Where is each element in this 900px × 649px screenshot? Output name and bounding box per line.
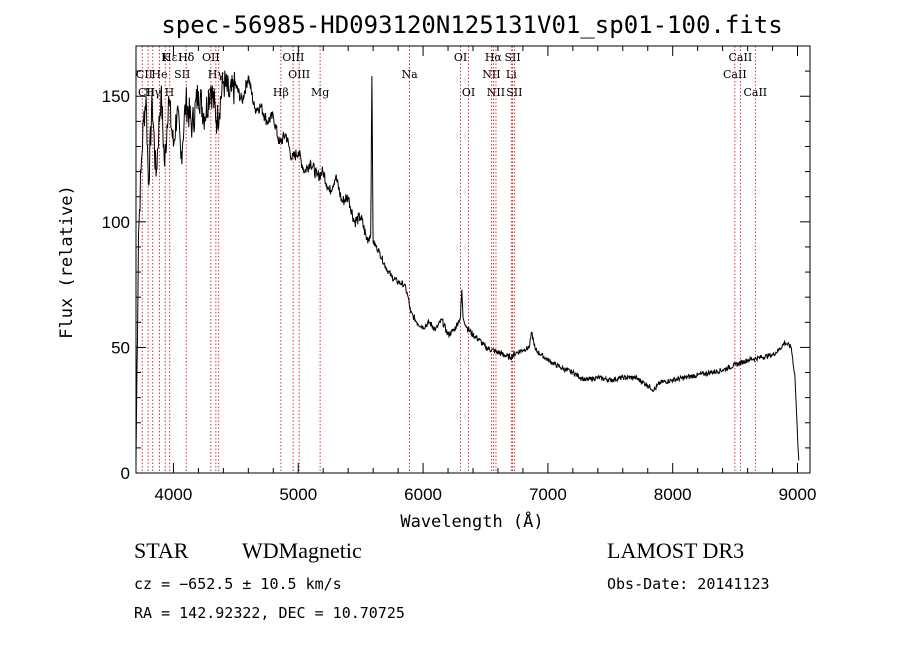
x-tick-label: 7000: [529, 485, 567, 504]
y-tick-label: 150: [102, 87, 130, 106]
x-tick-label: 8000: [654, 485, 692, 504]
spectral-line-markers: [141, 46, 756, 473]
marker-label-18: CaII: [723, 68, 747, 81]
marker-label-11: He: [151, 68, 167, 81]
marker-label-1: K: [161, 51, 170, 64]
marker-label-6: OI: [454, 51, 467, 64]
marker-label-14: OIII: [288, 68, 310, 81]
subclass-label: WDMagnetic: [242, 538, 362, 563]
flux-series: [135, 70, 800, 461]
marker-label-12: SII: [174, 68, 190, 81]
x-tick-label: 5000: [279, 485, 317, 504]
marker-label-0: Hδ: [178, 51, 195, 64]
marker-label-27: SII: [506, 86, 522, 99]
obs-date: Obs-Date: 20141123: [607, 575, 770, 593]
coordinates: RA = 142.92322, DEC = 10.70725: [134, 604, 405, 622]
redshift-line: cz = −652.5 ± 10.5 km/s: [134, 575, 342, 593]
marker-label-2: Hε: [162, 51, 178, 64]
marker-label-16: NII: [482, 68, 500, 81]
flux-line: [135, 70, 800, 461]
y-axis-ticks: 0 50 100 150: [102, 45, 810, 483]
marker-label-15: Na: [402, 68, 419, 81]
class-label: STAR: [134, 538, 189, 563]
marker-label-21: H: [165, 86, 175, 99]
marker-label-17: Li: [506, 68, 517, 81]
marker-label-7: Hα: [485, 51, 503, 64]
marker-label-25: OI: [462, 86, 475, 99]
y-tick-label: 100: [102, 213, 130, 232]
marker-label-24: Mg: [311, 86, 329, 99]
marker-label-23: Hβ: [273, 86, 289, 99]
marker-label-26: NII: [487, 86, 505, 99]
marker-label-20: Hγ: [145, 86, 162, 99]
y-axis-label: Flux (relative): [57, 185, 77, 339]
chart-title: spec-56985-HD093120N125131V01_sp01-100.f…: [161, 11, 782, 39]
x-tick-label: 9000: [779, 485, 817, 504]
x-axis-label: Wavelength (Å): [400, 510, 543, 532]
marker-label-13: Hγ: [208, 68, 225, 81]
survey-label: LAMOST DR3: [607, 538, 745, 563]
x-tick-label: 6000: [404, 485, 442, 504]
marker-label-5: OIII: [282, 51, 304, 64]
marker-label-8: SII: [504, 51, 520, 64]
x-tick-label: 4000: [155, 485, 193, 504]
x-axis-ticks: 4000 5000 6000 7000 8000 9000: [155, 46, 817, 504]
marker-label-4: OII: [202, 51, 220, 64]
plot-frame: [135, 45, 811, 474]
marker-label-3: Hδ: [178, 51, 195, 64]
marker-label-9: CaII: [729, 51, 753, 64]
marker-label-28: CaII: [743, 86, 767, 99]
y-tick-label: 50: [111, 338, 130, 357]
y-tick-label: 0: [121, 464, 130, 483]
